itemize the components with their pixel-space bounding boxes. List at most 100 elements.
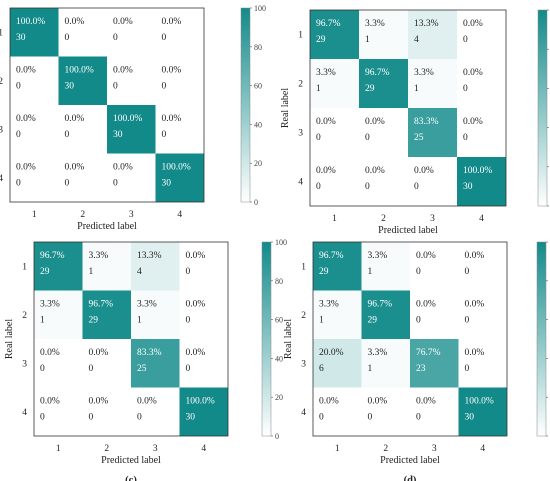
matrix-cell (359, 157, 408, 206)
cell-percent-label: 83.3% (137, 348, 162, 358)
matrix-cell (457, 157, 506, 206)
cell-percent-label: 0.0% (465, 251, 485, 261)
cell-percent-label: 0.0% (365, 117, 385, 127)
cell-count-label: 0 (465, 267, 470, 277)
cell-count-label: 0 (113, 33, 118, 43)
cell-count-label: 1 (368, 267, 373, 277)
cell-count-label: 29 (89, 316, 99, 326)
x-tick-label: 1 (32, 210, 37, 220)
cell-count-label: 0 (365, 182, 370, 192)
cell-count-label: 1 (89, 267, 94, 277)
matrix-cell (313, 387, 362, 436)
y-tick-label: 3 (298, 129, 303, 139)
x-tick-label: 1 (332, 214, 337, 224)
cell-count-label: 29 (365, 84, 375, 94)
matrix-cell (131, 290, 180, 339)
y-tick-label: 3 (301, 359, 306, 369)
cell-percent-label: 0.0% (416, 397, 436, 407)
matrix-cell (155, 8, 204, 57)
cell-percent-label: 0.0% (186, 348, 206, 358)
cell-percent-label: 76.7% (416, 348, 441, 358)
cell-count-label: 30 (65, 82, 75, 92)
x-axis-title: Predicted label (77, 221, 137, 232)
x-axis-title: Predicted label (101, 455, 161, 466)
x-tick-label: 2 (104, 444, 109, 454)
matrix-cell (10, 153, 59, 202)
matrix-frame (33, 241, 229, 437)
cell-count-label: 0 (65, 179, 70, 189)
cell-count-label: 1 (319, 316, 324, 326)
cell-percent-label: 96.7% (319, 251, 344, 261)
cell-count-label: 0 (65, 130, 70, 140)
cell-count-label: 0 (463, 133, 468, 143)
matrix-cell (82, 290, 131, 339)
matrix-cell (82, 339, 131, 388)
matrix-cell (34, 242, 83, 291)
cell-percent-label: 0.0% (113, 163, 133, 173)
cell-count-label: 30 (162, 179, 172, 189)
cell-percent-label: 0.0% (40, 397, 60, 407)
matrix-cell (408, 157, 457, 206)
colorbar-tick-label: 100 (275, 238, 287, 247)
x-axis-title: Predicted label (380, 455, 440, 466)
matrix-cell (313, 339, 362, 388)
cell-percent-label: 100.0% (162, 163, 191, 173)
matrix-frame (312, 241, 508, 437)
x-tick-label: 3 (129, 210, 134, 220)
matrix-cell (410, 339, 459, 388)
cell-count-label: 1 (40, 316, 45, 326)
cell-percent-label: 0.0% (40, 348, 60, 358)
x-axis-title: Predicted label (378, 225, 438, 236)
y-axis-title: Real label (280, 88, 291, 128)
matrix-cell (58, 105, 107, 154)
cell-count-label: 30 (465, 413, 475, 423)
y-tick-label: 2 (298, 80, 303, 90)
y-tick-label: 4 (298, 178, 303, 188)
matrix-cell (408, 10, 457, 59)
x-tick-label: 3 (430, 214, 435, 224)
matrix-cell (58, 56, 107, 105)
cell-percent-label: 0.0% (416, 300, 436, 310)
matrix-cell (310, 157, 359, 206)
colorbar-tick-label: 100 (254, 4, 266, 13)
cell-percent-label: 100.0% (113, 114, 142, 124)
colorbar-tick-label: 40 (254, 120, 262, 129)
cell-percent-label: 100.0% (186, 397, 215, 407)
cell-percent-label: 3.3% (89, 251, 109, 261)
colorbar (537, 9, 548, 207)
cell-count-label: 0 (89, 364, 94, 374)
cell-percent-label: 3.3% (414, 68, 434, 78)
cell-percent-label: 3.3% (368, 251, 388, 261)
cell-percent-label: 0.0% (113, 17, 133, 27)
cell-count-label: 30 (113, 130, 123, 140)
matrix-cell (155, 105, 204, 154)
colorbar-tick-label: 20 (275, 393, 283, 402)
matrix-cell (359, 108, 408, 157)
cell-percent-label: 0.0% (162, 66, 182, 76)
matrix-cell (82, 242, 131, 291)
colorbar (261, 241, 272, 437)
cell-percent-label: 96.7% (89, 300, 114, 310)
y-tick-label: 4 (301, 408, 306, 418)
y-axis-title: Real label (4, 319, 15, 359)
cell-count-label: 0 (89, 413, 94, 423)
cell-percent-label: 0.0% (113, 66, 133, 76)
matrix-cell (107, 105, 156, 154)
cell-count-label: 0 (16, 82, 21, 92)
matrix-cell (359, 10, 408, 59)
matrix-cell (34, 339, 83, 388)
matrix-cell (310, 59, 359, 108)
x-tick-label: 2 (80, 210, 85, 220)
matrix-cell (131, 387, 180, 436)
cell-percent-label: 96.7% (316, 19, 341, 29)
colorbar-tick-label: 0 (254, 198, 258, 207)
matrix-cell (179, 387, 228, 436)
confusion-matrix-panel: 96.7% 29 3.3% 1 13.3% 4 0.0% 0 3.3% 1 96.7% 29 3.3% 1… (280, 9, 549, 256)
cell-percent-label: 0.0% (162, 17, 182, 27)
x-tick-label: 1 (56, 444, 61, 454)
y-tick-label: 2 (22, 311, 27, 321)
cell-count-label: 1 (365, 35, 370, 45)
matrix-cell (457, 59, 506, 108)
y-tick-label: 4 (0, 174, 3, 184)
